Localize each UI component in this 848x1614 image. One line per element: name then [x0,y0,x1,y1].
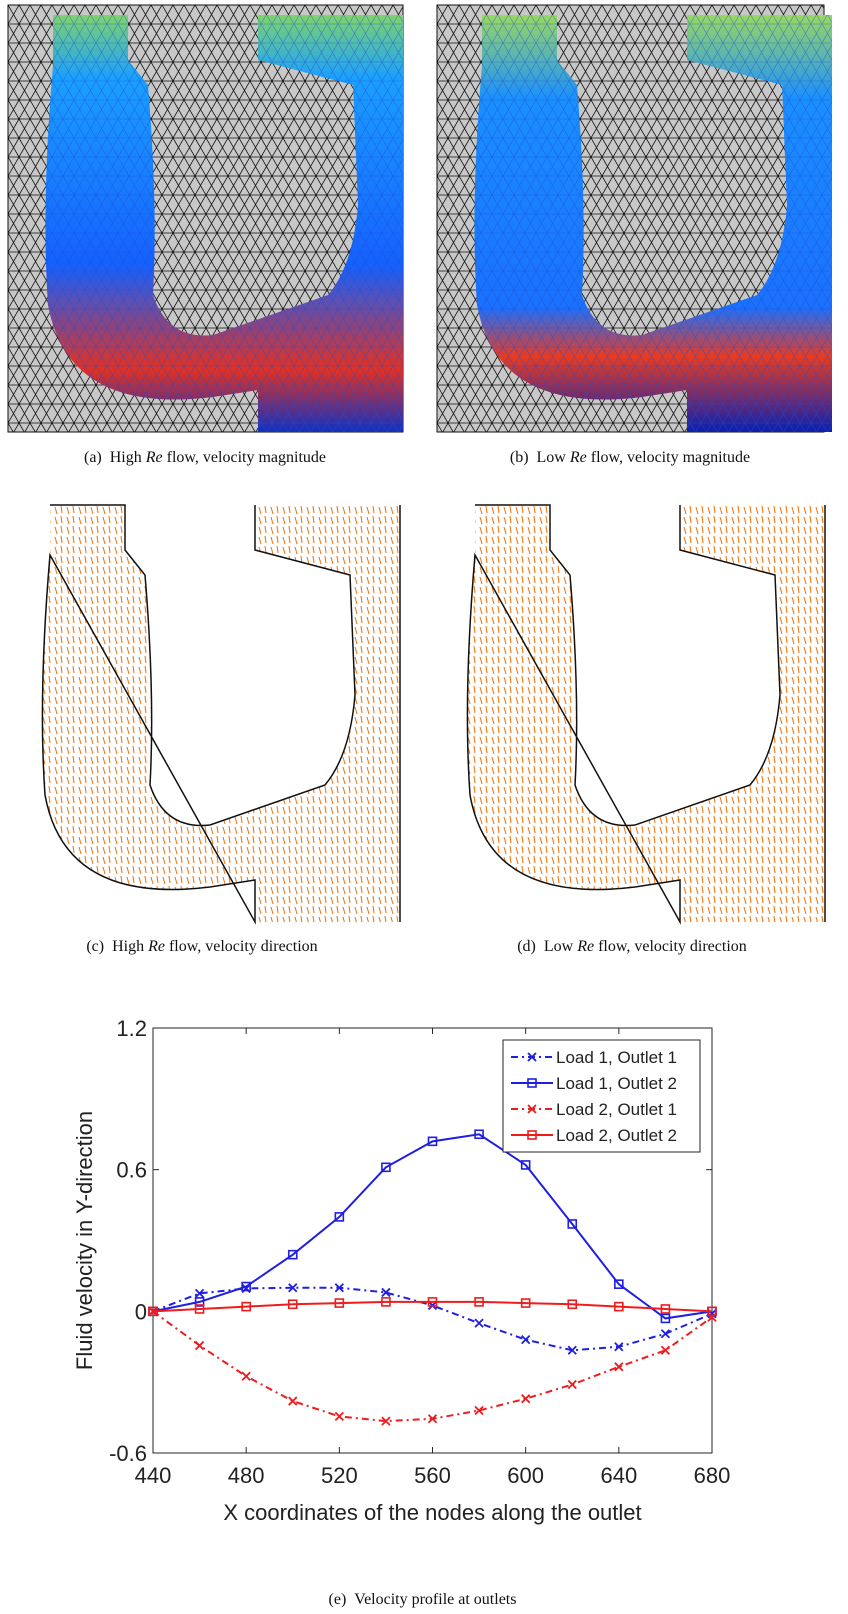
legend-label: Load 1, Outlet 2 [556,1074,677,1093]
caption-suffix: flow, velocity magnitude [167,449,326,466]
caption-suffix: flow, velocity direction [169,938,318,955]
data-point [194,1304,205,1314]
panel-d-image [466,504,826,923]
data-point [334,1212,345,1222]
caption-label: (a) [84,449,102,466]
panel-b-image [436,4,832,433]
y-tick-label: 0 [135,1299,147,1324]
y-tick-label: -0.6 [109,1441,147,1466]
panel-a-image [7,4,404,433]
panel-caption: (c) High Re flow, velocity direction [86,938,317,955]
data-point [660,1329,671,1339]
x-tick-label: 440 [135,1463,172,1488]
legend-marker [527,1130,537,1140]
legend-label: Load 2, Outlet 1 [556,1100,677,1119]
x-tick-label: 480 [228,1463,265,1488]
data-point [381,1287,391,1298]
data-point [334,1283,344,1293]
data-point [381,1297,391,1307]
data-point [381,1162,391,1173]
data-point [567,1379,577,1390]
y-axis-label: Fluid velocity in Y-direction [72,1111,97,1370]
caption-italic: Re [145,449,163,466]
legend-label: Load 1, Outlet 1 [556,1048,677,1067]
data-point [288,1283,298,1293]
data-point [148,1306,158,1317]
caption-label: (d) [517,938,536,955]
caption-prefix: High [110,449,142,466]
data-point [194,1340,205,1351]
data-point [614,1342,624,1352]
data-point [567,1345,577,1355]
data-point [427,1136,438,1147]
legend-marker [527,1104,537,1114]
y-tick-label: 0.6 [116,1158,147,1183]
caption-text: Velocity profile at outlets [354,1591,516,1608]
series-line [152,1133,713,1320]
data-point [287,1249,298,1260]
data-point [520,1160,531,1170]
data-point [520,1298,531,1308]
caption-prefix: Low [544,938,574,955]
data-point [334,1298,345,1308]
data-point [567,1299,578,1310]
caption-italic: Re [569,449,587,466]
data-point [707,1306,717,1317]
caption-prefix: Low [537,449,567,466]
data-point [521,1335,531,1345]
caption-italic: Re [147,938,165,955]
panel-caption: (a) High Re flow, velocity magnitude [84,449,326,466]
caption-suffix: flow, velocity direction [598,938,747,955]
data-point [194,1297,205,1307]
chart-caption: (e) Velocity profile at outlets [329,1591,517,1608]
caption-prefix: High [112,938,144,955]
caption-label: (b) [510,449,529,466]
data-point [660,1304,671,1314]
caption-label: (c) [86,938,104,955]
data-point [427,1297,438,1307]
data-point [614,1279,624,1289]
data-point [660,1345,671,1355]
data-point [241,1371,251,1381]
data-point [614,1301,624,1312]
data-point [241,1281,251,1292]
data-point [474,1129,484,1140]
x-tick-label: 560 [414,1463,451,1488]
data-point [334,1411,344,1422]
legend-label: Load 2, Outlet 2 [556,1126,677,1145]
x-tick-label: 680 [694,1463,731,1488]
panel-c-image [41,504,401,923]
x-tick-label: 520 [321,1463,358,1488]
caption-label: (e) [329,1591,347,1608]
caption-italic: Re [576,938,594,955]
data-point [567,1219,578,1229]
x-tick-label: 640 [600,1463,637,1488]
data-point [194,1288,205,1299]
data-point [474,1405,484,1416]
data-point [241,1301,251,1312]
y-tick-label: 1.2 [116,1016,147,1041]
legend-marker [527,1078,537,1088]
data-point [288,1396,298,1406]
data-point [381,1416,391,1426]
data-point [660,1313,671,1324]
data-point [521,1394,531,1404]
data-point [474,1318,484,1328]
data-point [614,1362,624,1372]
data-point [427,1414,438,1424]
series-line [152,1300,713,1313]
legend-marker [527,1052,537,1062]
data-point [474,1297,484,1307]
data-point [287,1299,298,1310]
panel-caption: (b) Low Re flow, velocity magnitude [510,449,750,466]
x-axis-label: X coordinates of the nodes along the out… [223,1500,641,1525]
panel-caption: (d) Low Re flow, velocity direction [517,938,747,955]
x-tick-label: 600 [507,1463,544,1488]
caption-suffix: flow, velocity magnitude [591,449,750,466]
